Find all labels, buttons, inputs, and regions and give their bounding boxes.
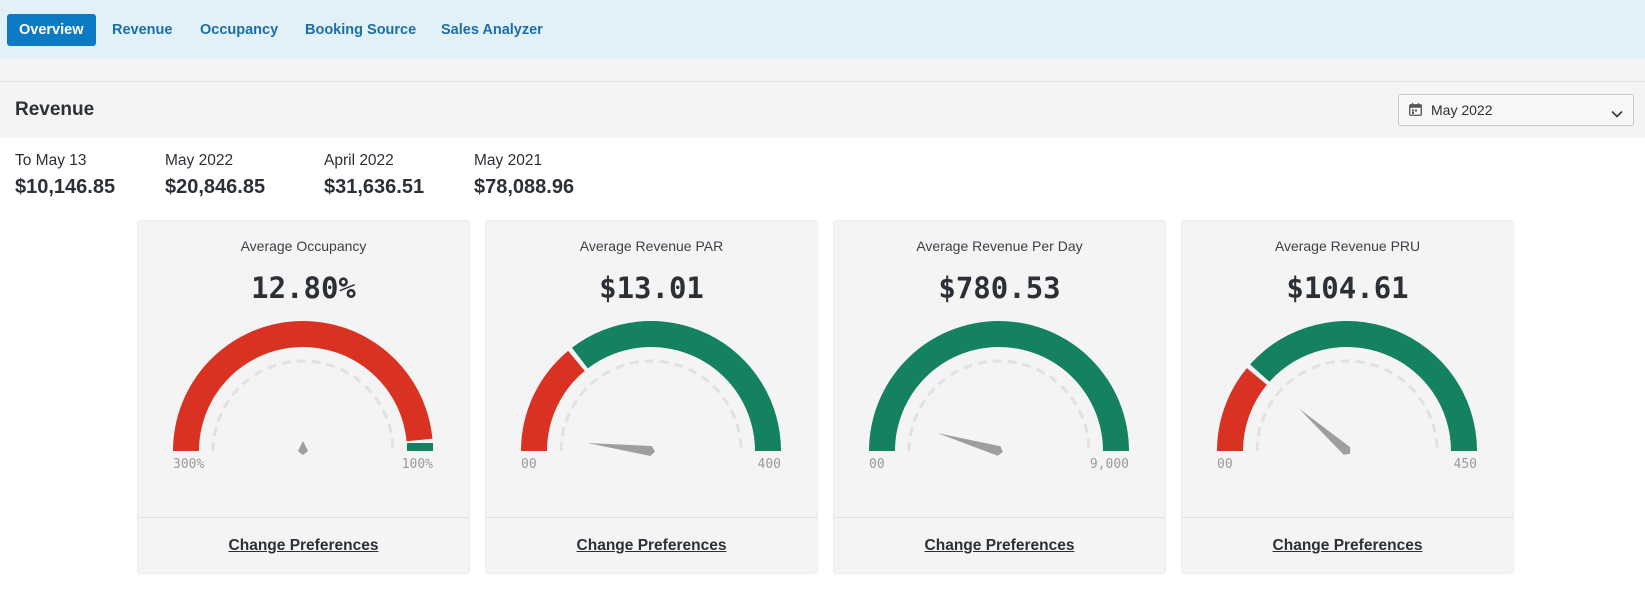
gauge-green-band: [571, 321, 781, 451]
section-header: Revenue May 2022: [0, 82, 1645, 138]
gauge-needle: [937, 433, 1003, 456]
summary-previous-month: April 2022 $31,636.51: [324, 152, 424, 199]
summary-value: $20,846.85: [165, 176, 266, 198]
change-preferences-link[interactable]: Change Preferences: [576, 537, 727, 554]
card-divider: [138, 517, 469, 518]
card-title: Average Revenue PRU: [1274, 238, 1421, 254]
month-select-value: May 2022: [1431, 102, 1493, 118]
summary-label: To May 13: [15, 152, 87, 169]
card-value: 12.80%: [251, 271, 356, 305]
gauge-min-label: 00: [1217, 457, 1233, 472]
card-title: Average Revenue Per Day: [916, 238, 1083, 254]
gauge-red-band: [1217, 368, 1267, 451]
card-divider: [1182, 517, 1513, 518]
gauge-needle: [298, 441, 308, 455]
occupancy-gauge: 300% 100%: [173, 321, 433, 472]
gauge-red-band: [173, 321, 433, 451]
nav-spacer: [0, 58, 1645, 82]
gauge-max-label: 9,000: [1090, 457, 1129, 472]
gauge-min-label: 300%: [173, 457, 204, 472]
gauge-needle: [1298, 408, 1351, 455]
summary-value: $10,146.85: [15, 176, 116, 198]
calendar-icon: [1409, 103, 1422, 121]
change-preferences-link[interactable]: Change Preferences: [228, 537, 379, 554]
tab-booking-source[interactable]: Booking Source: [305, 22, 417, 38]
card-value: $780.53: [938, 271, 1061, 305]
revenue-per-day-card: Average Revenue Per Day $780.53 00 9,000 …: [833, 220, 1166, 574]
gauge-green-band: [1250, 321, 1477, 451]
gauge-max-label: 400: [758, 457, 781, 472]
gauge-scale-arc: [907, 359, 1091, 452]
gauge-min-label: 00: [521, 457, 537, 472]
card-divider: [834, 517, 1165, 518]
tab-sales-analyzer[interactable]: Sales Analyzer: [441, 22, 543, 38]
card-value: $104.61: [1286, 271, 1409, 305]
summary-last-year: May 2021 $78,088.96: [474, 152, 574, 199]
revenue-par-card: Average Revenue PAR $13.01 00 400 Change …: [485, 220, 818, 574]
revenue-pru-gauge: 00 450: [1217, 321, 1477, 472]
summary-label: April 2022: [324, 152, 394, 169]
month-select[interactable]: May 2022: [1398, 94, 1634, 126]
revenue-par-gauge: 00 400: [521, 321, 781, 472]
card-value: $13.01: [599, 271, 704, 305]
summary-label: May 2021: [474, 152, 543, 169]
occupancy-card: Average Occupancy 12.80% 300% 100% Change…: [137, 220, 470, 574]
card-divider: [486, 517, 817, 518]
card-title: Average Revenue PAR: [579, 238, 724, 254]
revenue-pru-card: Average Revenue PRU $104.61 00 450 Change…: [1181, 220, 1514, 574]
page-title: Revenue: [15, 99, 95, 120]
gauge-needle: [587, 442, 655, 456]
gauge-scale-arc: [1255, 359, 1439, 452]
gauge-min-label: 00: [869, 457, 885, 472]
gauge-max-label: 450: [1454, 457, 1477, 472]
gauge-green-band: [869, 321, 1129, 451]
top-nav: Overview Revenue Occupancy Booking Sourc…: [0, 0, 1645, 59]
chevron-down-icon: [1611, 105, 1623, 123]
summary-value: $31,636.51: [324, 176, 425, 198]
card-title: Average Occupancy: [240, 238, 367, 254]
tab-occupancy[interactable]: Occupancy: [200, 22, 279, 38]
gauge-scale-arc: [211, 359, 395, 452]
gauge-scale-arc: [559, 359, 743, 452]
tab-revenue[interactable]: Revenue: [112, 22, 173, 38]
summary-value: $78,088.96: [474, 176, 575, 198]
gauge-red-band: [521, 350, 585, 451]
summary-to-date: To May 13 $10,146.85: [15, 152, 115, 199]
change-preferences-link[interactable]: Change Preferences: [924, 537, 1075, 554]
change-preferences-link[interactable]: Change Preferences: [1272, 537, 1423, 554]
revenue-per-day-gauge: 00 9,000: [869, 321, 1129, 472]
summary-current-month: May 2022 $20,846.85: [165, 152, 265, 199]
tab-overview[interactable]: Overview: [7, 14, 96, 46]
gauge-max-label: 100%: [402, 457, 433, 472]
gauge-green-cap: [407, 443, 433, 451]
summary-label: May 2022: [165, 152, 234, 169]
